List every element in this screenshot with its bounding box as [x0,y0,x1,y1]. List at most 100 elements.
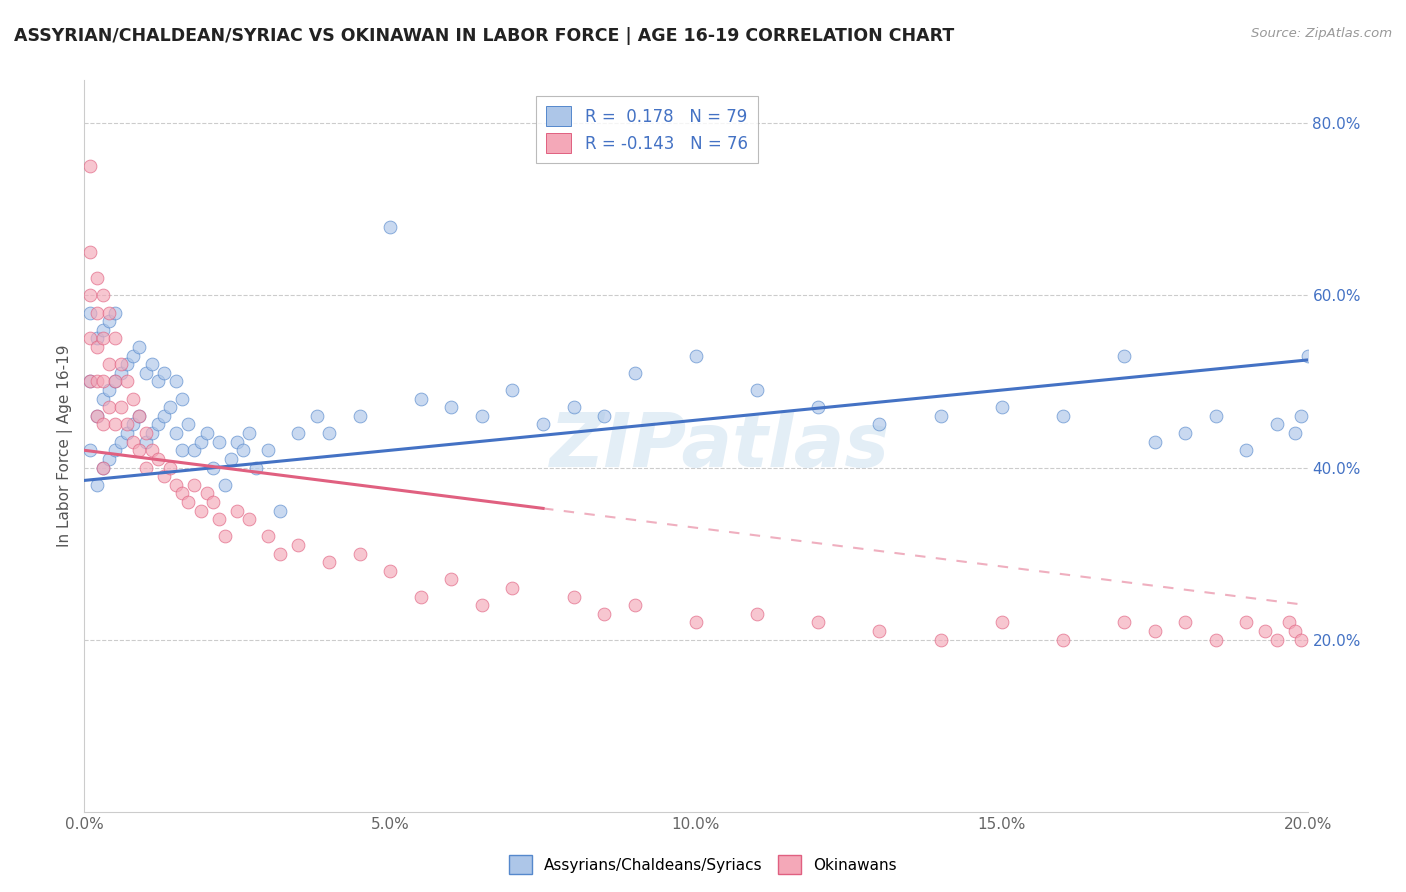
Point [91,460,114,475]
Point [747,383,769,397]
Point [869,417,891,432]
Point [86,375,108,389]
Point [135,366,157,380]
Point [97,314,120,328]
Point [208,512,231,526]
Point [269,503,291,517]
Point [929,409,952,423]
Point [531,417,554,432]
Point [165,477,187,491]
Point [91,288,114,302]
Point [305,409,328,423]
Point [1114,349,1136,363]
Point [79,443,101,458]
Point [128,409,150,423]
Point [685,349,707,363]
Point [1052,409,1074,423]
Point [991,615,1014,630]
Point [747,607,769,621]
Point [219,451,242,466]
Point [1205,409,1227,423]
Point [318,426,340,441]
Point [86,331,108,345]
Point [79,305,101,319]
Text: ASSYRIAN/CHALDEAN/SYRIAC VS OKINAWAN IN LABOR FORCE | AGE 16-19 CORRELATION CHAR: ASSYRIAN/CHALDEAN/SYRIAC VS OKINAWAN IN … [14,27,955,45]
Point [183,477,205,491]
Point [1052,632,1074,647]
Point [624,366,647,380]
Point [190,503,212,517]
Point [86,340,108,354]
Point [86,409,108,423]
Point [380,564,402,578]
Point [97,451,120,466]
Point [1284,624,1306,638]
Point [440,573,463,587]
Point [86,477,108,491]
Point [440,401,463,415]
Point [562,590,585,604]
Legend: Assyrians/Chaldeans/Syriacs, Okinawans: Assyrians/Chaldeans/Syriacs, Okinawans [503,849,903,880]
Point [807,615,830,630]
Point [110,357,132,371]
Point [104,417,127,432]
Point [91,331,114,345]
Point [1291,632,1313,647]
Point [79,288,101,302]
Point [122,417,145,432]
Point [141,357,163,371]
Point [97,357,120,371]
Point [226,503,249,517]
Point [593,607,616,621]
Point [190,434,212,449]
Point [214,529,236,543]
Point [1296,349,1319,363]
Point [624,598,647,612]
Point [201,495,224,509]
Point [177,495,200,509]
Point [929,632,952,647]
Point [1174,426,1197,441]
Point [104,331,127,345]
Point [1205,632,1227,647]
Point [79,375,101,389]
Point [1236,443,1258,458]
Point [1236,615,1258,630]
Point [128,443,150,458]
Point [238,512,260,526]
Point [1265,632,1288,647]
Point [128,340,150,354]
Point [1284,426,1306,441]
Point [869,624,891,638]
Point [165,426,187,441]
Point [159,401,181,415]
Point [172,443,194,458]
Point [91,323,114,337]
Point [349,409,371,423]
Y-axis label: In Labor Force | Age 16-19: In Labor Force | Age 16-19 [58,344,73,548]
Point [122,434,145,449]
Point [135,460,157,475]
Point [91,375,114,389]
Point [183,443,205,458]
Point [153,469,176,483]
Point [79,159,101,173]
Point [115,357,138,371]
Point [79,245,101,260]
Point [195,426,218,441]
Point [502,383,524,397]
Point [97,383,120,397]
Point [122,349,145,363]
Point [471,409,494,423]
Point [409,392,432,406]
Point [115,375,138,389]
Point [245,460,267,475]
Point [110,366,132,380]
Point [128,409,150,423]
Point [135,434,157,449]
Point [110,434,132,449]
Point [115,426,138,441]
Point [79,331,101,345]
Point [97,305,120,319]
Point [97,401,120,415]
